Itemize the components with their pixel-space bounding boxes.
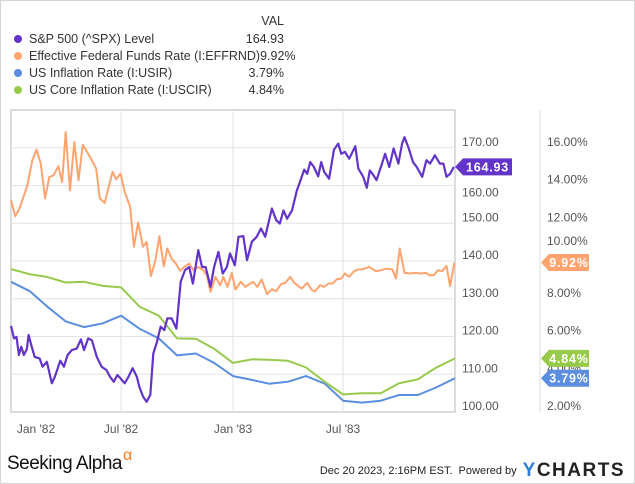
chart-plot: 100.00 110.00 120.00 130.00 140.00 150.00 160.… [9, 109, 589, 436]
footer-credits: Dec 20 2023, 2:16PM EST. Powered by YCHA… [320, 460, 625, 482]
series-line-inflation [10, 280, 456, 404]
series-dot-icon [14, 85, 22, 94]
legend-value-header: VAL [261, 14, 284, 28]
timestamp: Dec 20 2023, 2:16PM EST. [319, 465, 453, 477]
legend-item-spx[interactable]: S&P 500 (^SPX) Level 164.93 [14, 30, 284, 47]
legend-item-core-inflation[interactable]: US Core Inflation Rate (I:USCIR) 4.84% [14, 81, 284, 98]
legend-item-value: 164.93 [245, 31, 284, 46]
series-line-fed-funds [10, 131, 456, 296]
right-axis-tick-label: 6.00% [547, 324, 581, 338]
end-value-label: 3.79% [549, 372, 588, 386]
legend-item-inflation[interactable]: US Inflation Rate (I:USIR) 3.79% [14, 64, 284, 81]
legend-item-name: US Inflation Rate (I:USIR) [29, 65, 173, 80]
legend-item-value: 9.92% [260, 48, 296, 63]
powered-by-label: Powered by [458, 465, 517, 477]
legend-item-fed-funds[interactable]: Effective Federal Funds Rate (I:EFFRND) … [14, 47, 296, 64]
ycharts-y: Y [522, 460, 537, 481]
left-axis-tick-label: 160.00 [462, 186, 499, 200]
legend-item-value: 3.79% [248, 65, 284, 80]
x-axis-tick-label: Jul '82 [104, 422, 139, 436]
ycharts-logo[interactable]: YCHARTS [523, 460, 625, 482]
series-line-core-inflation [10, 268, 456, 396]
right-axis-tick-label: 12.00% [547, 210, 588, 224]
right-axis-tick-label: 16.00% [547, 135, 588, 149]
legend-item-name: S&P 500 (^SPX) Level [29, 31, 155, 46]
x-axis-tick-label: Jan '83 [214, 422, 253, 436]
end-value-label: 164.93 [466, 160, 509, 174]
end-value-tag [455, 158, 512, 176]
legend-item-name: Effective Federal Funds Rate (I:EFFRND) [29, 48, 261, 63]
x-axis-tick-label: Jan '82 [17, 422, 56, 436]
right-axis-tick-label: 14.00% [547, 173, 588, 187]
series-dot-icon [14, 34, 22, 43]
series-line-spx [9, 136, 455, 403]
ycharts-text: CHARTS [536, 460, 625, 481]
brand-text: Seeking Alpha [7, 453, 123, 474]
series-dot-icon [14, 51, 22, 60]
end-value-tag [541, 349, 589, 367]
series-dot-icon [14, 68, 22, 77]
legend: VAL S&P 500 (^SPX) Level 164.93 Effectiv… [14, 12, 296, 98]
left-axis-tick-label: 150.00 [462, 210, 499, 224]
left-axis-tick-label: 120.00 [462, 324, 499, 338]
left-axis-tick-label: 130.00 [462, 286, 499, 300]
end-value-tag [541, 369, 589, 387]
right-axis-tick-label: 2.00% [547, 399, 581, 413]
left-axis-tick-label: 170.00 [462, 135, 499, 149]
left-axis-tick-label: 140.00 [462, 248, 499, 262]
legend-item-value: 4.84% [248, 82, 284, 97]
end-value-label: 4.84% [549, 352, 588, 366]
end-value-tag [541, 254, 589, 272]
left-axis-tick-label: 100.00 [462, 399, 499, 413]
left-axis-tick-label: 110.00 [462, 361, 498, 375]
seeking-alpha-logo: Seeking Alphaα [7, 447, 132, 475]
right-axis-tick-label: 10.00% [547, 234, 588, 248]
x-axis-tick-label: Jul '83 [326, 422, 361, 436]
end-value-label: 9.92% [549, 256, 588, 270]
right-axis-tick-label: 8.00% [547, 286, 581, 300]
legend-item-name: US Core Inflation Rate (I:USCIR) [29, 82, 212, 97]
alpha-symbol: α [123, 447, 132, 464]
